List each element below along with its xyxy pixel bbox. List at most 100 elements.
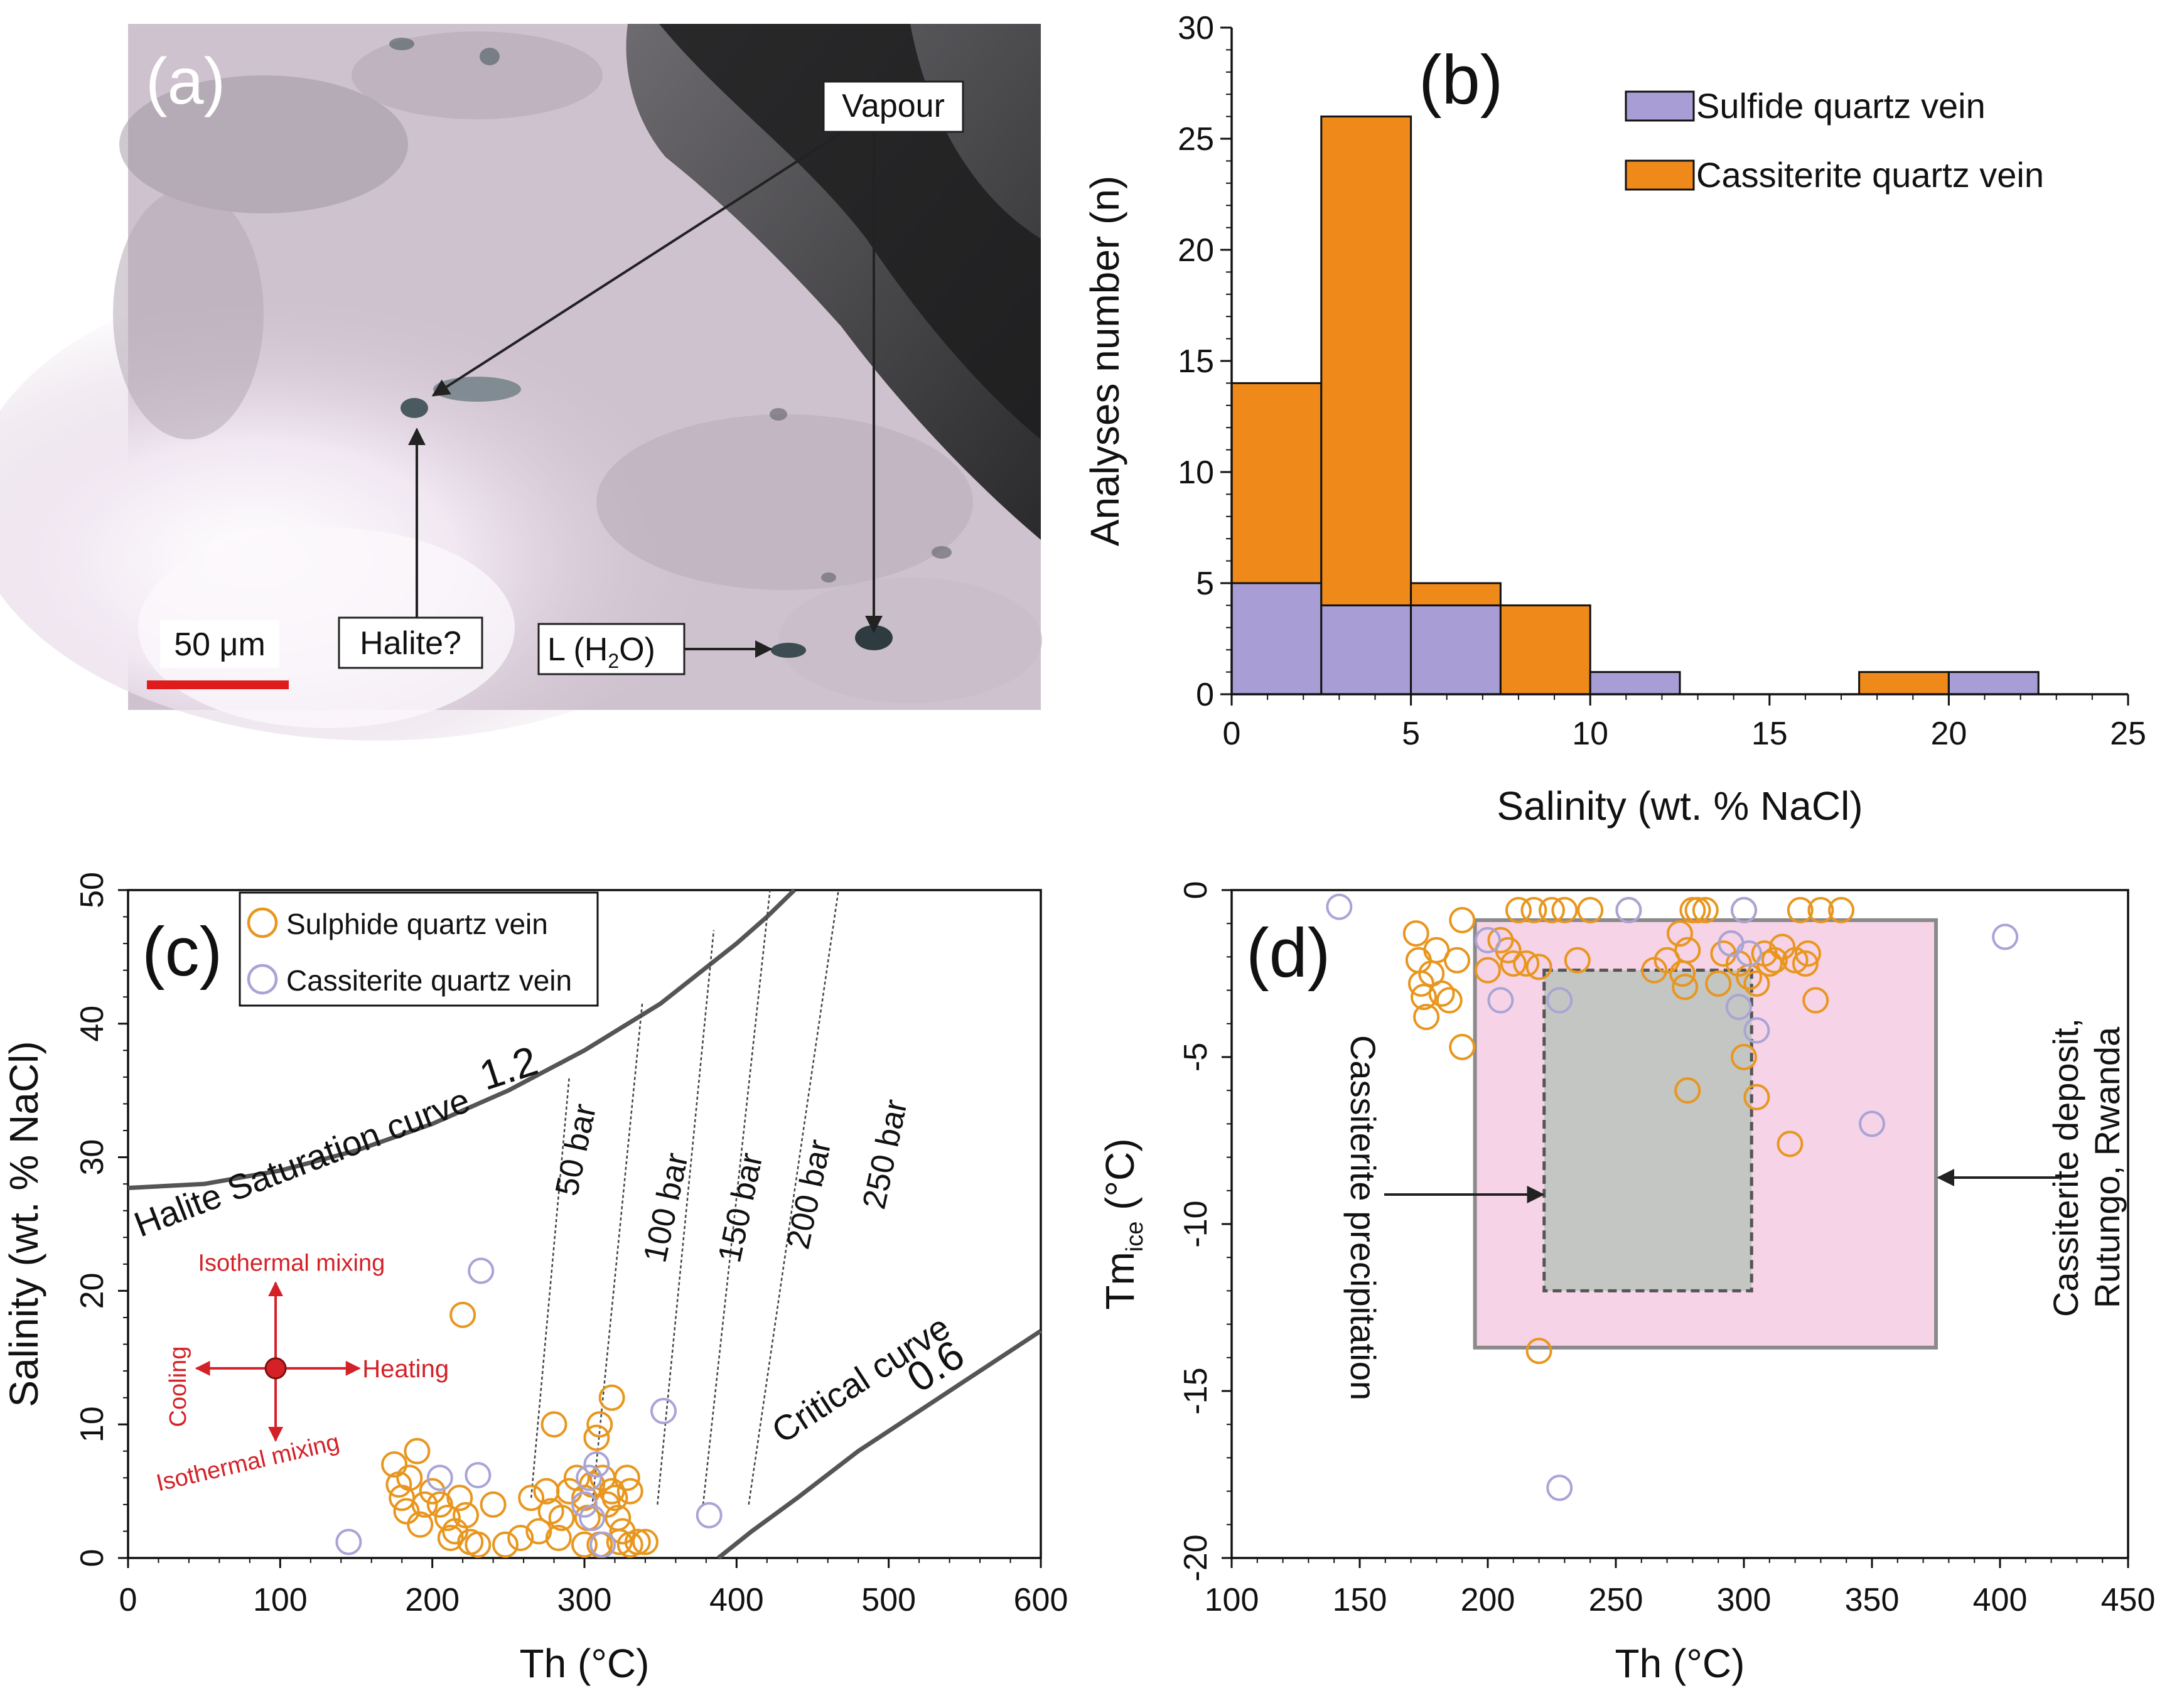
x-tick-label: 15 (1751, 716, 1788, 752)
marker-sulphide (606, 1528, 633, 1555)
marker-sulphide (1777, 1131, 1804, 1157)
marker-sulphide (507, 1525, 534, 1552)
y-axis-title: Analyses number (n) (1082, 176, 1127, 546)
marker-cassiterite (1546, 987, 1573, 1014)
legend-swatch-cassiterite (1625, 159, 1695, 191)
y-axis-title: Salinity (wt. % NaCl) (1, 1041, 46, 1407)
scale-bar-label: 50 μm (174, 626, 266, 663)
y-axis-title: Tmice (°C) (1097, 1138, 1148, 1309)
liquid-label-sub: 2 (608, 650, 619, 672)
marker-sulphide (1520, 896, 1547, 923)
marker-sulphide (1692, 896, 1719, 923)
y-tick-label: 10 (74, 1406, 110, 1442)
marker-sulphide (1505, 896, 1532, 923)
heating-label: Heating (362, 1355, 449, 1383)
bar-cassiterite (1410, 582, 1502, 606)
marker-cassiterite (335, 1528, 362, 1555)
x-axis-title: Salinity (wt. % NaCl) (1497, 783, 1863, 829)
x-tick-label: 10 (1572, 716, 1608, 752)
legend-marker-cassiterite (247, 964, 278, 995)
marker-sulphide (1413, 1004, 1440, 1031)
x-tick-label: 350 (1845, 1582, 1900, 1618)
y-tick-label: 50 (74, 872, 110, 908)
y-tick-label: 10 (1178, 454, 1214, 491)
marker-sulphide (571, 1531, 598, 1558)
marker-sulphide (404, 1437, 431, 1464)
liquid-label-main: L (H (547, 631, 608, 668)
y-axis-title-sub: ice (1122, 1222, 1148, 1252)
x-tick-label: 600 (1014, 1582, 1068, 1618)
halite-label: Halite? (360, 625, 461, 662)
vapour-label-box (822, 80, 964, 133)
marker-sulphide (616, 1478, 643, 1505)
marker-sulphide (1674, 1077, 1701, 1104)
marker-sulphide (446, 1485, 473, 1512)
marker-cassiterite (1725, 994, 1752, 1021)
marker-sulphide (1684, 896, 1711, 923)
x-tick-label: 0 (119, 1582, 137, 1618)
marker-cassiterite (650, 1397, 677, 1424)
marker-cassiterite (1546, 1474, 1573, 1501)
marker-sulphide (1705, 970, 1732, 997)
bar-cassiterite (1230, 382, 1323, 584)
marker-sulphide (1743, 970, 1770, 997)
y-tick-label: 30 (1178, 10, 1214, 46)
marker-cassiterite (1487, 987, 1514, 1014)
x-tick-label: 25 (2110, 716, 2146, 752)
marker-cassiterite (1615, 896, 1642, 923)
marker-sulphide (1539, 896, 1565, 923)
isobar-line (657, 930, 715, 1505)
marker-sulphide (1411, 984, 1437, 1011)
panel-d-label: (d) (1246, 915, 1330, 992)
x-axis-title: Th (°C) (520, 1641, 650, 1686)
marker-sulphide (586, 1411, 613, 1438)
panel-b-label: (b) (1419, 41, 1503, 119)
vapour-arrow-1 (431, 132, 842, 397)
marker-cassiterite (1731, 896, 1757, 923)
marker-cassiterite (1992, 923, 2019, 950)
cooling-label: Cooling (165, 1346, 191, 1427)
critical-curve (717, 1329, 1042, 1560)
x-tick-label: 250 (1589, 1582, 1643, 1618)
marker-sulphide (1731, 1044, 1757, 1070)
y-tick-label: -10 (1178, 1200, 1214, 1247)
x-tick-label: 450 (2101, 1582, 2156, 1618)
marker-sulphide (407, 1511, 434, 1538)
marker-sulphide (1667, 920, 1693, 947)
marker-sulphide (1672, 974, 1699, 1001)
marker-sulphide (1564, 947, 1591, 974)
x-tick-label: 200 (1461, 1582, 1515, 1618)
x-tick-label: 100 (253, 1582, 308, 1618)
halite-saturation-curve (127, 888, 796, 1191)
marker-sulphide (1577, 896, 1604, 923)
panel-c-label: (c) (142, 913, 222, 991)
y-tick-label: 20 (74, 1272, 110, 1309)
bar-cassiterite (1320, 115, 1412, 606)
x-tick-label: 500 (861, 1582, 916, 1618)
marker-cassiterite (1475, 927, 1501, 953)
bar-cassiterite (1499, 604, 1591, 696)
marker-sulphide (1782, 947, 1809, 974)
deposit-label-line2: Rutungo, Rwanda (2087, 1026, 2127, 1308)
legend-label-sulfide: Sulfide quartz vein (1696, 86, 1986, 126)
isobar-line (702, 889, 771, 1505)
marker-cassiterite (1743, 1017, 1770, 1044)
liquid-label: L (H2O) (547, 631, 655, 672)
marker-cassiterite (468, 1257, 495, 1284)
marker-sulphide (548, 1505, 575, 1532)
marker-sulphide (540, 1411, 567, 1438)
x-tick-label: 300 (1717, 1582, 1772, 1618)
legend-label-cassiterite: Cassiterite quartz vein (286, 964, 572, 997)
y-tick-label: -5 (1178, 1043, 1214, 1072)
marker-sulphide (396, 1464, 423, 1491)
precipitation-region (1542, 969, 1753, 1292)
y-tick-label: 15 (1178, 343, 1214, 380)
marker-cassiterite (1326, 893, 1353, 920)
y-tick-label: 25 (1178, 121, 1214, 158)
marker-sulphide (1807, 896, 1834, 923)
marker-sulphide (1674, 937, 1701, 964)
liquid-label-end: O) (619, 631, 655, 668)
marker-sulphide (613, 1464, 640, 1491)
marker-sulphide (1828, 896, 1855, 923)
marker-sulphide (465, 1531, 492, 1558)
